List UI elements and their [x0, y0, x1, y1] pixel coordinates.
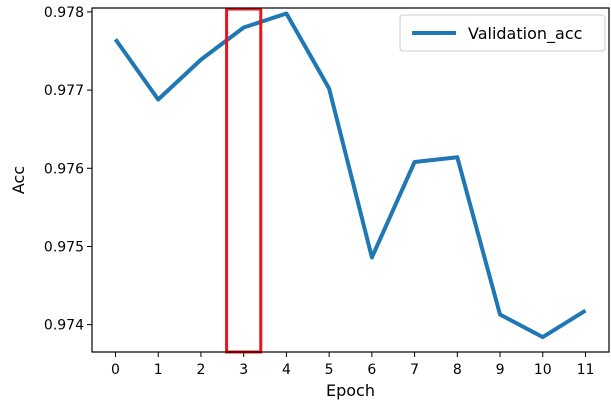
y-axis-ticks: 0.974 0.975 0.976 0.977 0.978: [44, 5, 92, 334]
y-tick-label: 0.974: [44, 318, 84, 334]
x-tick-label: 5: [325, 362, 334, 378]
x-tick-label: 7: [410, 362, 419, 378]
x-tick-label: 0: [111, 362, 120, 378]
x-tick-label: 2: [196, 362, 205, 378]
axes-frame: [91, 7, 610, 353]
series-layer: [113, 11, 587, 340]
x-tick-label: 11: [577, 362, 595, 378]
x-axis-label: Epoch: [326, 381, 375, 400]
x-tick-label: 1: [154, 362, 163, 378]
x-tick-label: 10: [534, 362, 552, 378]
legend: Validation_acc: [399, 14, 606, 52]
x-tick-label: 6: [367, 362, 376, 378]
y-tick-label: 0.976: [44, 161, 84, 177]
legend-label: Validation_acc: [468, 24, 582, 44]
legend-box: [399, 14, 606, 52]
plot-area: 0.974 0.975 0.976 0.977 0.978 0 1 2 3 4 5 6 7 8 9 10 11: [44, 5, 610, 378]
y-tick-label: 0.977: [44, 83, 84, 99]
y-tick-label: 0.975: [44, 239, 84, 255]
x-axis-ticks: 0 1 2 3 4 5 6 7 8 9 10 11: [111, 352, 594, 378]
series-line: [113, 11, 587, 340]
y-axis-label: Acc: [9, 166, 28, 194]
highlight-box: [225, 7, 263, 354]
x-tick-label: 9: [496, 362, 505, 378]
x-tick-label: 3: [239, 362, 248, 378]
x-tick-label: 8: [453, 362, 462, 378]
x-tick-label: 4: [282, 362, 291, 378]
y-tick-label: 0.978: [44, 5, 84, 21]
